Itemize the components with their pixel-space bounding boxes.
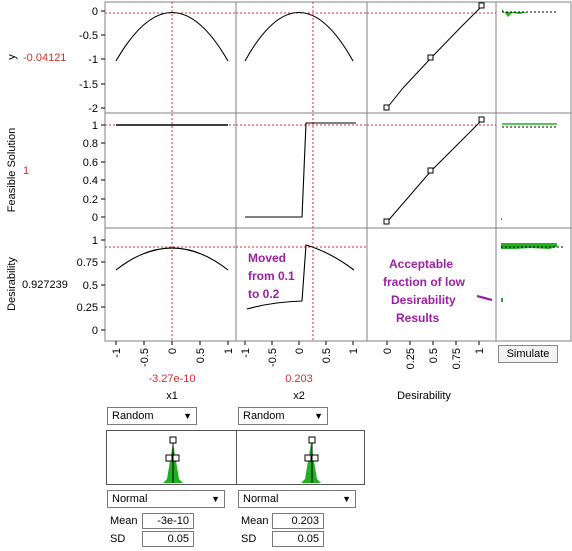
desirability-tick: 0.25	[77, 302, 98, 314]
x2-tick: 0.5	[321, 348, 333, 363]
chevron-down-icon: ▼	[183, 411, 192, 421]
y-tick: -1	[88, 54, 98, 66]
annotation-acceptable-line3: Desirability	[391, 293, 456, 307]
feasible-tick: 1	[92, 120, 98, 132]
annotation-acceptable-line4: Results	[396, 311, 440, 325]
row-value-feasible: 1	[23, 165, 29, 177]
x2-tick: 0	[294, 348, 306, 354]
x2-distribution-select[interactable]: Normal ▼	[238, 490, 356, 508]
row-label-feasible: Feasible Solution	[6, 128, 18, 212]
x2-sd-input[interactable]: 0.05	[272, 531, 324, 547]
x2-mean-input[interactable]: 0.203	[272, 513, 324, 529]
desirability-tick: 0.75	[77, 257, 98, 269]
x2-mode-select[interactable]: Random ▼	[238, 407, 328, 425]
curve-feasible-x2	[245, 122, 356, 218]
x1-tick: -1	[111, 348, 123, 358]
y-tick: -0.5	[79, 30, 98, 42]
row-value-desirability: 0.927239	[22, 279, 68, 291]
simulate-button[interactable]: Simulate	[498, 345, 558, 363]
x1-distribution-preview[interactable]	[106, 430, 237, 485]
x1-mode-value: Random	[112, 410, 154, 422]
y-tick: 0	[92, 6, 98, 18]
x1-current-value: -3.27e-10	[148, 373, 195, 385]
x1-axis-label: x1	[166, 390, 178, 402]
current-value-lines	[105, 2, 496, 341]
curve-feasible-desirability	[386, 119, 483, 223]
x2-tick: -0.5	[267, 348, 279, 367]
x2-tick: 1	[348, 348, 360, 354]
x2-current-value: 0.203	[285, 373, 313, 385]
desirability-x-tick: 0.75	[451, 348, 463, 369]
x1-sd-input[interactable]: 0.05	[142, 531, 194, 547]
x2-sd-label: SD	[241, 533, 257, 545]
x1-distribution-curve	[163, 436, 183, 483]
feasible-tick: 0.6	[83, 157, 98, 169]
curve-y-x1	[115, 11, 229, 62]
x1-tick: 0.5	[195, 348, 207, 363]
annotation-moved-line2: from 0.1	[248, 269, 295, 283]
x1-mean-input[interactable]: -3e-10	[142, 513, 194, 529]
row-value-y: -0.04121	[23, 52, 66, 64]
x2-distribution-curve	[301, 436, 321, 483]
desirability-tick: 1	[92, 235, 98, 247]
desirability-tick: 0.5	[83, 280, 98, 292]
x2-axis-label: x2	[293, 390, 305, 402]
annotation-moved-line3: to 0.2	[248, 287, 280, 301]
desirability-handles-y	[383, 2, 485, 111]
cell-grid	[104, 1, 572, 342]
annotation-moved-line1: Moved	[248, 251, 286, 265]
x1-mean-label: Mean	[110, 515, 138, 527]
simulation-histograms	[501, 9, 565, 302]
curve-y-desirability	[386, 5, 483, 109]
row-label-y: y	[6, 54, 18, 60]
x1-tick: 1	[223, 348, 235, 354]
x2-tick: -1	[240, 348, 252, 358]
x1-sd-label: SD	[110, 533, 126, 545]
x2-mode-value: Random	[243, 410, 285, 422]
row-label-desirability: Desirability	[6, 257, 18, 311]
chevron-down-icon: ▼	[211, 494, 220, 504]
annotation-acceptable-line1: Acceptable	[389, 257, 453, 271]
x1-distribution-value: Normal	[112, 493, 148, 505]
x-axis-ticks	[115, 341, 480, 345]
desirability-handles-feasible	[383, 116, 485, 225]
x1-tick: -0.5	[139, 348, 151, 367]
desirability-x-tick: 0	[382, 348, 394, 354]
x2-distribution-value: Normal	[243, 493, 279, 505]
desirability-x-tick: 0.25	[405, 348, 417, 369]
chevron-down-icon: ▼	[314, 411, 323, 421]
desirability-axis-label: Desirability	[397, 390, 451, 402]
curve-desirability-x1	[115, 247, 229, 271]
x1-mode-select[interactable]: Random ▼	[107, 407, 197, 425]
annotation-arrow	[476, 294, 493, 302]
y-axis-ticks	[101, 10, 105, 331]
x2-distribution-preview[interactable]	[236, 430, 365, 485]
y-tick: -2	[88, 103, 98, 115]
x1-tick: 0	[167, 348, 179, 354]
y-tick: -1.5	[79, 79, 98, 91]
x1-distribution-select[interactable]: Normal ▼	[107, 490, 225, 508]
desirability-x-tick: 0.5	[428, 348, 440, 363]
desirability-tick: 0	[92, 325, 98, 337]
x2-mean-label: Mean	[241, 515, 269, 527]
annotation-acceptable-line2: fraction of low	[383, 275, 466, 289]
curve-y-x2	[244, 11, 354, 62]
feasible-tick: 0.8	[83, 138, 98, 150]
feasible-tick: 0.2	[83, 194, 98, 206]
chevron-down-icon: ▼	[342, 494, 351, 504]
desirability-x-tick: 1	[474, 348, 486, 354]
feasible-tick: 0	[92, 212, 98, 224]
feasible-tick: 0.4	[83, 175, 98, 187]
curve-desirability-x2	[246, 244, 355, 310]
